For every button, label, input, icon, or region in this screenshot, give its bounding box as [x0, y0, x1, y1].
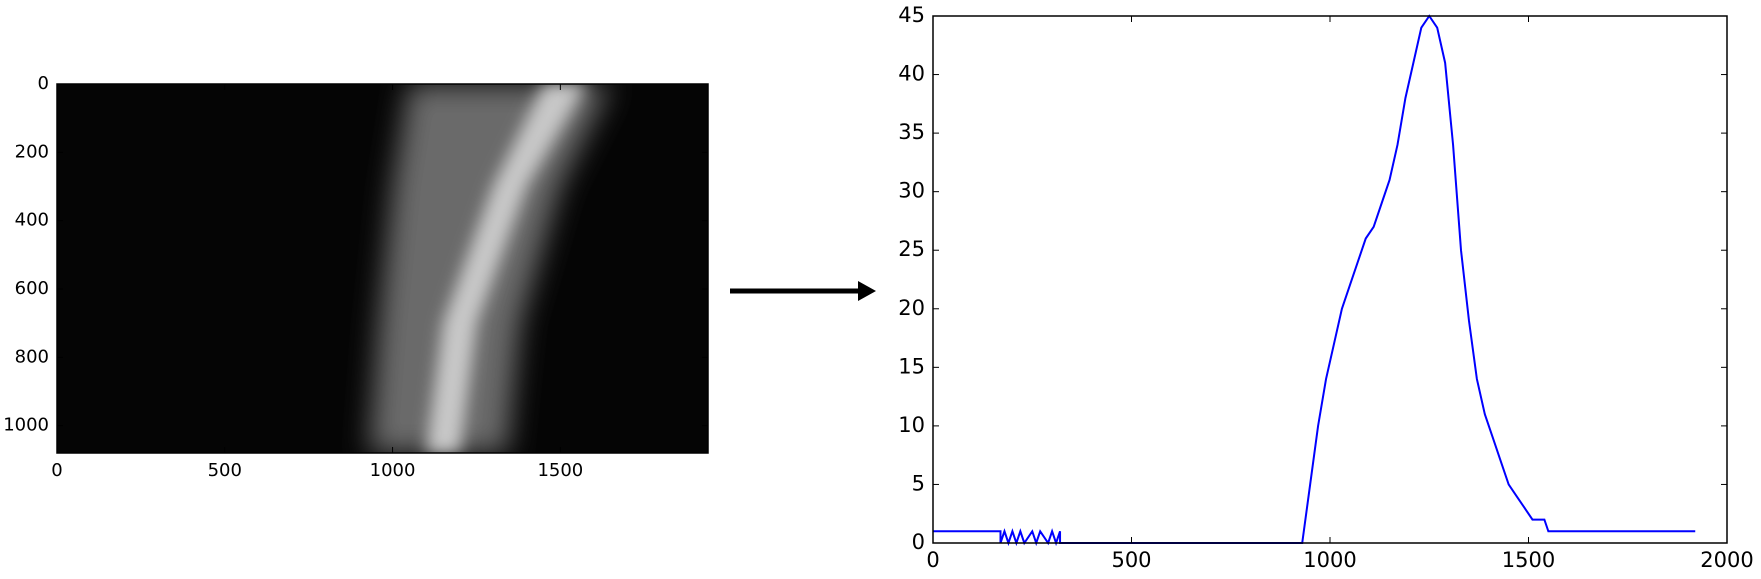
x-tick-label: 1500 — [1502, 548, 1555, 572]
y-tick-label: 40 — [898, 62, 925, 86]
x-tick-label: 0 — [926, 548, 939, 572]
y-tick-label: 0 — [38, 73, 49, 94]
x-tick-label: 500 — [1111, 548, 1151, 572]
y-tick-label: 10 — [898, 413, 925, 437]
y-tick-label: 400 — [15, 210, 49, 231]
y-tick-label: 5 — [912, 471, 925, 495]
y-tick-label: 0 — [912, 530, 925, 554]
y-tick-label: 600 — [15, 278, 49, 299]
y-tick-label: 200 — [15, 141, 49, 162]
x-tick-label: 0 — [51, 460, 62, 481]
y-tick-label: 15 — [898, 354, 925, 378]
xray-image — [57, 84, 708, 453]
x-tick-label: 500 — [208, 460, 242, 481]
axes-frame — [56, 83, 709, 454]
y-tick-label: 1000 — [3, 415, 49, 436]
x-tick-label: 2000 — [1700, 548, 1753, 572]
arrow-head — [858, 281, 876, 301]
y-tick-label: 25 — [898, 237, 925, 261]
x-tick-label: 1000 — [1303, 548, 1356, 572]
axes-frame — [932, 15, 1728, 544]
y-tick-label: 20 — [898, 296, 925, 320]
y-tick-label: 45 — [898, 3, 925, 27]
y-tick-label: 30 — [898, 179, 925, 203]
x-tick-label: 1000 — [370, 460, 416, 481]
x-tick-label: 1500 — [537, 460, 583, 481]
y-tick-label: 35 — [898, 120, 925, 144]
y-tick-label: 800 — [15, 346, 49, 367]
line-series — [933, 14, 1696, 547]
